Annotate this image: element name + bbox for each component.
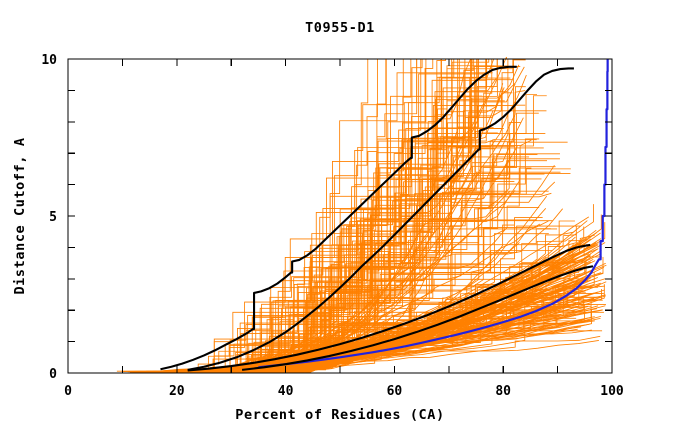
x-axis-title: Percent of Residues (CA) (235, 407, 444, 423)
ensemble-curve (283, 204, 594, 372)
x-axis-tick-labels: 0 20 40 60 80 100 (64, 384, 624, 399)
ensemble-curve (265, 229, 577, 373)
highlight-model-curve (187, 67, 574, 371)
ensemble-curve (229, 251, 591, 372)
highlight-model-curve (160, 65, 517, 371)
chart-title: T0955-D1 (305, 20, 375, 36)
y-axis-tick-labels: 0 5 10 (41, 53, 57, 382)
ensemble-curve (226, 65, 508, 371)
ensemble-curve (229, 147, 544, 372)
best-model-curve (258, 59, 609, 369)
x-tick-label: 0 (64, 384, 72, 399)
ensemble-curves-layer (116, 56, 607, 374)
ensemble-curve (279, 238, 602, 373)
x-tick-label: 80 (495, 384, 511, 399)
x-tick-label: 60 (387, 384, 403, 399)
ensemble-curve (201, 156, 530, 374)
y-axis-title: Distance Cutoff, A (12, 137, 28, 294)
axes-frame: 0 20 40 60 80 100 0 5 10 (41, 53, 624, 399)
ensemble-curve (292, 58, 471, 374)
highlight-model-curve (241, 265, 594, 371)
ensemble-curve (293, 58, 495, 374)
x-tick-label: 40 (278, 384, 294, 399)
y-tick-label: 10 (41, 53, 57, 68)
x-tick-label: 20 (169, 384, 185, 399)
ensemble-curve (273, 59, 472, 373)
y-tick-label: 0 (49, 367, 57, 382)
x-tick-label: 100 (600, 384, 624, 399)
y-axis-ticks (68, 58, 612, 374)
highlight-model-curve (187, 243, 591, 372)
ensemble-curve (291, 66, 525, 373)
highlight-curves-layer (160, 59, 609, 372)
x-axis-ticks (67, 59, 613, 373)
ensemble-curve (273, 59, 479, 374)
y-tick-label: 5 (49, 210, 57, 225)
